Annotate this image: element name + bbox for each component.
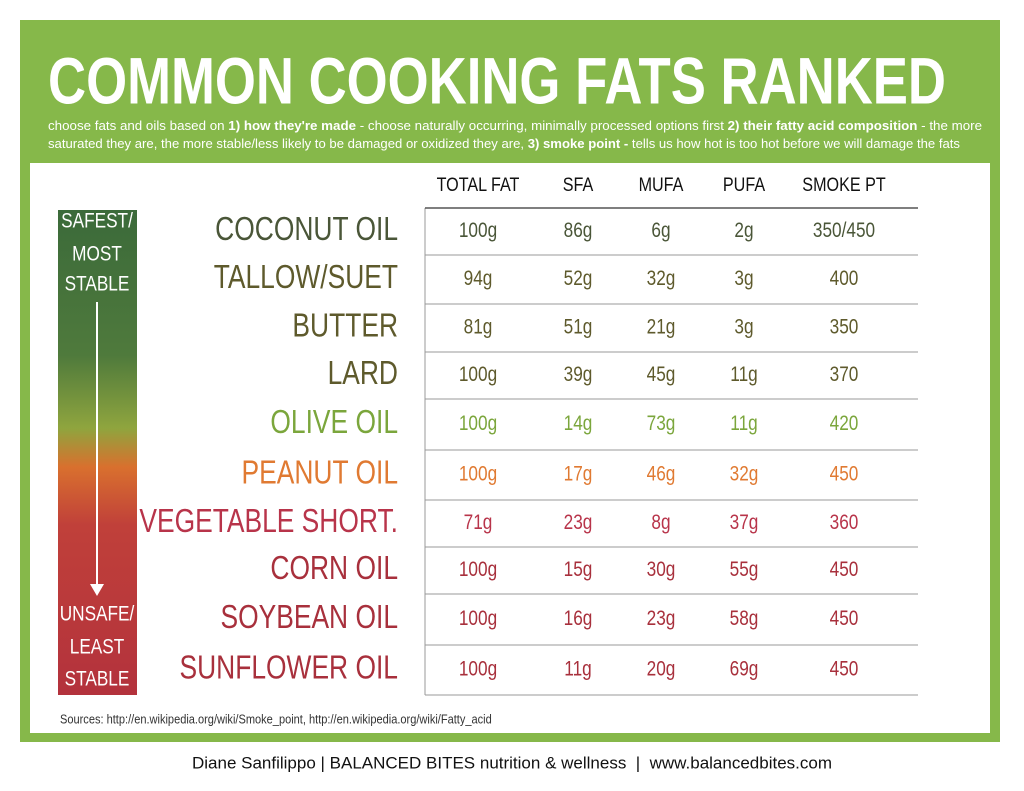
- table-cell: 450: [830, 658, 859, 681]
- table-cell: 45g: [647, 364, 676, 387]
- table-cell: 11g: [564, 658, 591, 681]
- table-cell: 3g: [734, 268, 753, 291]
- table-cell: 450: [830, 463, 859, 486]
- fat-name: BUTTER: [292, 308, 398, 344]
- subtitle-segment: 1) how they're made: [228, 118, 356, 133]
- table-cell: 360: [830, 512, 859, 535]
- table-cell: 450: [830, 608, 859, 631]
- table-cell: 21g: [647, 316, 676, 339]
- panel: [30, 163, 990, 733]
- table-cell: 420: [830, 413, 859, 436]
- sidebar-label: MOST: [72, 243, 122, 266]
- column-header: TOTAL FAT: [437, 174, 520, 196]
- sidebar-label: STABLE: [65, 273, 130, 296]
- table-cell: 37g: [730, 512, 759, 535]
- subtitle-segment: 2) their fatty acid composition: [728, 118, 918, 133]
- fat-name: CORN OIL: [270, 551, 398, 587]
- table-cell: 100g: [459, 608, 497, 631]
- subtitle-segment: - choose naturally occurring, minimally …: [356, 118, 728, 133]
- table-cell: 71g: [464, 512, 493, 535]
- table-cell: 81g: [464, 316, 493, 339]
- table-cell: 55g: [730, 559, 759, 582]
- table-cell: 100g: [459, 559, 497, 582]
- table-cell: 3g: [734, 316, 753, 339]
- subtitle-line: saturated they are, the more stable/less…: [48, 136, 960, 151]
- column-header: MUFA: [639, 174, 684, 196]
- table-cell: 6g: [651, 220, 670, 243]
- fat-name: PEANUT OIL: [242, 455, 398, 491]
- subtitle-segment: tells us how hot is too hot before we wi…: [628, 136, 960, 151]
- table-cell: 39g: [564, 364, 593, 387]
- table-cell: 30g: [647, 559, 676, 582]
- subtitle-segment: - the more: [917, 118, 982, 133]
- table-cell: 400: [830, 268, 859, 291]
- table-cell: 69g: [730, 658, 759, 681]
- table-cell: 86g: [564, 220, 593, 243]
- fat-name: COCONUT OIL: [215, 212, 398, 248]
- table-cell: 23g: [647, 608, 676, 631]
- subtitle-segment: choose fats and oils based on: [48, 118, 228, 133]
- fat-name: LARD: [328, 356, 398, 392]
- table-cell: 100g: [459, 220, 497, 243]
- table-cell: 14g: [564, 413, 593, 436]
- table-cell: 100g: [459, 364, 497, 387]
- sources: Sources: http://en.wikipedia.org/wiki/Sm…: [60, 712, 492, 727]
- table-cell: 11g: [730, 364, 757, 387]
- table-cell: 94g: [464, 268, 493, 291]
- table-cell: 16g: [564, 608, 593, 631]
- sidebar-label: STABLE: [65, 668, 130, 691]
- table-cell: 350/450: [813, 220, 875, 243]
- table-cell: 350: [830, 316, 859, 339]
- table-cell: 58g: [730, 608, 759, 631]
- table-cell: 17g: [564, 463, 593, 486]
- table-cell: 100g: [459, 413, 497, 436]
- table-cell: 2g: [734, 220, 753, 243]
- subtitle-line: choose fats and oils based on 1) how the…: [48, 118, 982, 133]
- footer: Diane Sanfilippo | BALANCED BITES nutrit…: [192, 753, 832, 772]
- sidebar-label: UNSAFE/: [60, 603, 135, 626]
- table-cell: 46g: [647, 463, 676, 486]
- table-cell: 11g: [730, 413, 757, 436]
- fat-name: SOYBEAN OIL: [221, 600, 398, 636]
- table-cell: 370: [830, 364, 859, 387]
- fat-name: OLIVE OIL: [270, 405, 398, 441]
- table-cell: 32g: [647, 268, 676, 291]
- table-cell: 73g: [647, 413, 676, 436]
- fat-name: TALLOW/SUET: [214, 260, 398, 296]
- sidebar-label: LEAST: [70, 636, 125, 659]
- table-cell: 8g: [651, 512, 670, 535]
- fat-name: VEGETABLE SHORT.: [139, 504, 398, 540]
- table-cell: 15g: [564, 559, 593, 582]
- table-cell: 23g: [564, 512, 593, 535]
- column-header: SFA: [563, 174, 594, 196]
- table-cell: 32g: [730, 463, 759, 486]
- fat-name: SUNFLOWER OIL: [179, 650, 398, 686]
- column-header: SMOKE PT: [802, 174, 886, 196]
- arrow-head: [90, 584, 104, 596]
- subtitle-segment: 3) smoke point -: [528, 136, 629, 151]
- title: COMMON COOKING FATS RANKED: [48, 43, 946, 117]
- column-header: PUFA: [723, 174, 765, 196]
- table-cell: 100g: [459, 463, 497, 486]
- subtitle-segment: saturated they are, the more stable/less…: [48, 136, 528, 151]
- table-cell: 100g: [459, 658, 497, 681]
- table-cell: 20g: [647, 658, 676, 681]
- table-cell: 52g: [564, 268, 593, 291]
- sidebar-label: SAFEST/: [61, 210, 133, 233]
- table-cell: 450: [830, 559, 859, 582]
- table-cell: 51g: [564, 316, 593, 339]
